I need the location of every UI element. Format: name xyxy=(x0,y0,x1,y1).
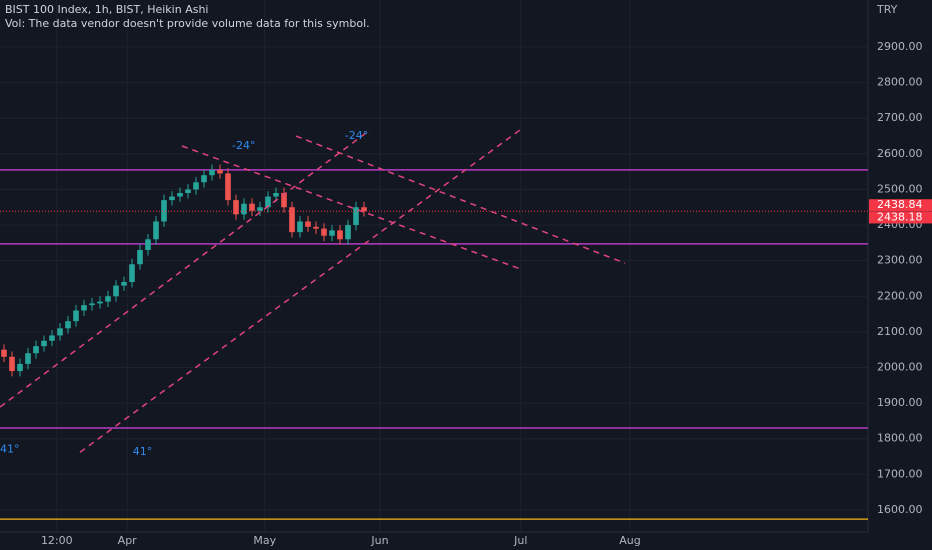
x-tick-label: May xyxy=(253,534,276,547)
candle-body xyxy=(305,221,311,227)
y-tick-label: 1600.00 xyxy=(877,503,923,516)
x-tick-label: Apr xyxy=(118,534,138,547)
candle-body xyxy=(313,226,319,229)
angle-label: -24° xyxy=(232,139,255,152)
trend-line xyxy=(295,135,626,264)
candle-body xyxy=(81,305,87,311)
candle-body xyxy=(121,282,127,286)
price-label-box xyxy=(869,199,932,212)
candle-body xyxy=(169,196,175,201)
candle-body xyxy=(321,228,327,236)
candle-body xyxy=(257,207,263,211)
candle-body xyxy=(201,175,207,183)
candle-body xyxy=(41,340,47,347)
y-tick-label: 1700.00 xyxy=(877,467,923,480)
x-tick-label: Jun xyxy=(370,534,388,547)
candle-body xyxy=(193,182,199,190)
candle-body xyxy=(73,310,79,322)
candle-body xyxy=(337,230,343,240)
chart-subtitle: Vol: The data vendor doesn't provide vol… xyxy=(5,17,370,30)
price-label-box xyxy=(869,211,932,224)
candle-body xyxy=(353,207,359,226)
price-label: 2438.84 xyxy=(877,198,923,211)
currency: TRY xyxy=(876,3,898,16)
candle-body xyxy=(233,200,239,215)
y-tick-label: 2200.00 xyxy=(877,289,923,302)
candle-body xyxy=(265,196,271,208)
x-tick-label: Jul xyxy=(513,534,527,547)
y-tick-label: 2600.00 xyxy=(877,147,923,160)
candle-body xyxy=(249,203,255,211)
candle-body xyxy=(217,169,223,174)
y-tick-label: 2900.00 xyxy=(877,40,923,53)
candle-body xyxy=(241,203,247,215)
x-tick-label: 12:00 xyxy=(41,534,73,547)
candle-body xyxy=(209,169,215,176)
candle-body xyxy=(57,328,63,336)
candle-body xyxy=(161,200,167,222)
candle-body xyxy=(25,353,31,364)
candle-body xyxy=(49,335,55,341)
candle-body xyxy=(17,363,23,372)
candle-body xyxy=(113,285,119,297)
candle-body xyxy=(65,321,71,329)
candle-body xyxy=(345,225,351,240)
candle-body xyxy=(129,264,135,283)
y-tick-label: 2100.00 xyxy=(877,325,923,338)
angle-label: 41° xyxy=(0,442,20,455)
trend-line xyxy=(79,129,521,453)
price-label: 2438.18 xyxy=(877,210,923,223)
y-tick-label: 2300.00 xyxy=(877,254,923,267)
candle-body xyxy=(297,221,303,233)
x-tick-label: Aug xyxy=(619,534,640,547)
candle-body xyxy=(273,193,279,197)
y-tick-label: 2500.00 xyxy=(877,182,923,195)
candle-body xyxy=(281,193,287,208)
candle-body xyxy=(97,301,103,304)
candle-body xyxy=(89,303,95,306)
candle-body xyxy=(177,193,183,197)
y-tick-label: 2700.00 xyxy=(877,111,923,124)
trend-line xyxy=(181,145,524,271)
angle-label: 41° xyxy=(133,445,153,458)
candle-body xyxy=(153,221,159,240)
angle-label: -24° xyxy=(345,129,368,142)
candle-body xyxy=(33,346,39,354)
candle-body xyxy=(137,249,143,265)
candle-body xyxy=(1,349,7,357)
chart-title: BIST 100 Index, 1h, BIST, Heikin Ashi xyxy=(5,3,208,16)
y-tick-label: 2800.00 xyxy=(877,76,923,89)
candle-body xyxy=(105,296,111,302)
candle-body xyxy=(225,173,231,201)
y-tick-label: 1900.00 xyxy=(877,396,923,409)
y-tick-label: 1800.00 xyxy=(877,432,923,445)
candle-body xyxy=(145,239,151,250)
trend-line xyxy=(0,129,371,408)
candle-body xyxy=(289,207,295,233)
y-tick-label: 2000.00 xyxy=(877,360,923,373)
candle-body xyxy=(9,356,15,372)
candle-body xyxy=(329,230,335,236)
candle-body xyxy=(185,189,191,194)
candle-body xyxy=(361,207,367,212)
price-axis-bg xyxy=(868,0,932,550)
